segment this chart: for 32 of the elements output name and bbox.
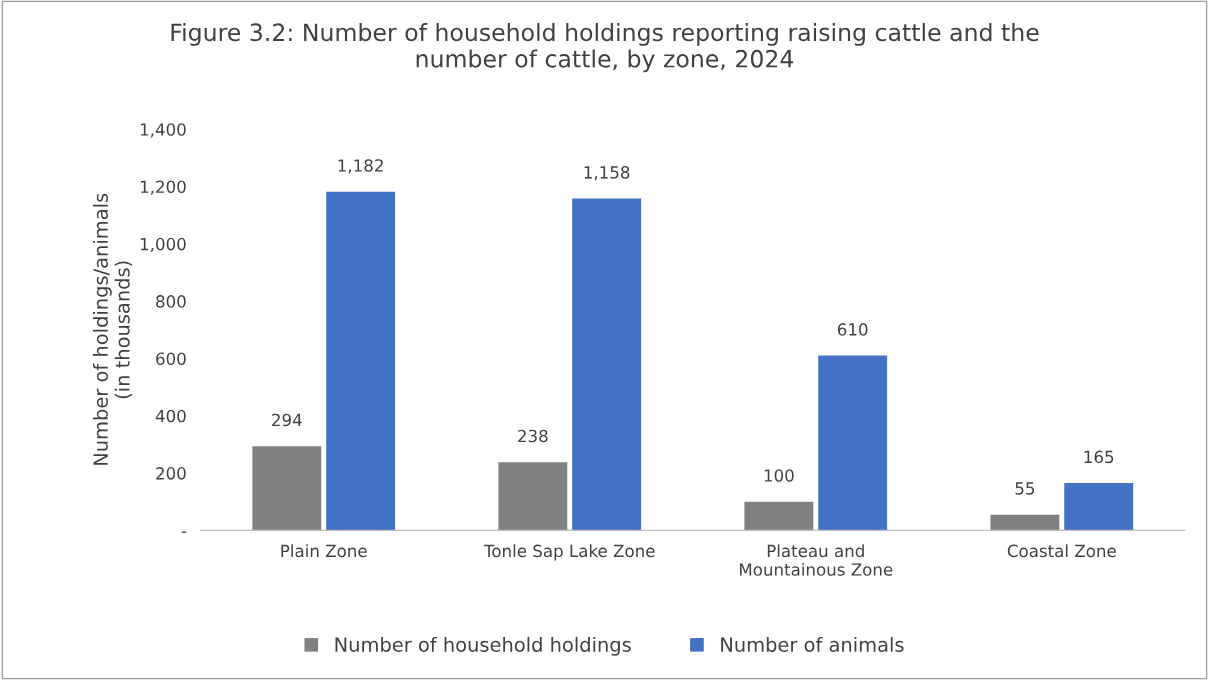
bar (818, 355, 888, 531)
y-tick-label: 1,200 (140, 180, 186, 195)
legend-label: Number of animals (721, 636, 904, 652)
data-label: 100 (764, 469, 794, 482)
y-tick-label: 600 (156, 352, 186, 366)
y-tick-label: - (181, 531, 186, 533)
bar (744, 501, 814, 531)
data-label: 1,182 (338, 159, 383, 174)
x-tick-label: Coastal Zone (1007, 544, 1116, 558)
bar (1064, 483, 1134, 531)
bar (572, 198, 642, 531)
y-axis-title: Number of holdings/animals (in thousands) (92, 193, 133, 465)
chart-title: Figure 3.2: Number of household holdings reporting raising cattle and the number of cattle, by zone, 2024 (171, 22, 1039, 73)
y-tick-label: 1,000 (140, 237, 186, 253)
bar (990, 514, 1060, 531)
y-tick-label: 400 (155, 409, 186, 423)
data-label: 610 (837, 323, 868, 336)
data-label: 165 (1084, 450, 1114, 464)
y-tick-label: 1,400 (140, 123, 186, 138)
bar (326, 191, 396, 531)
x-tick-label: Plain Zone (281, 544, 367, 558)
legend-label: Number of household holdings (335, 636, 631, 656)
y-tick-label: 200 (156, 467, 186, 480)
x-tick-label: Plateau and Mountainous Zone (740, 544, 893, 576)
bar (252, 446, 322, 531)
data-label: 294 (272, 413, 302, 427)
y-tick-label: 800 (156, 295, 186, 308)
data-label: 238 (518, 429, 548, 443)
bar (498, 462, 568, 531)
x-tick-label: Tonle Sap Lake Zone (483, 544, 655, 561)
data-label: 55 (1015, 482, 1035, 495)
data-label: 1,158 (584, 166, 630, 181)
